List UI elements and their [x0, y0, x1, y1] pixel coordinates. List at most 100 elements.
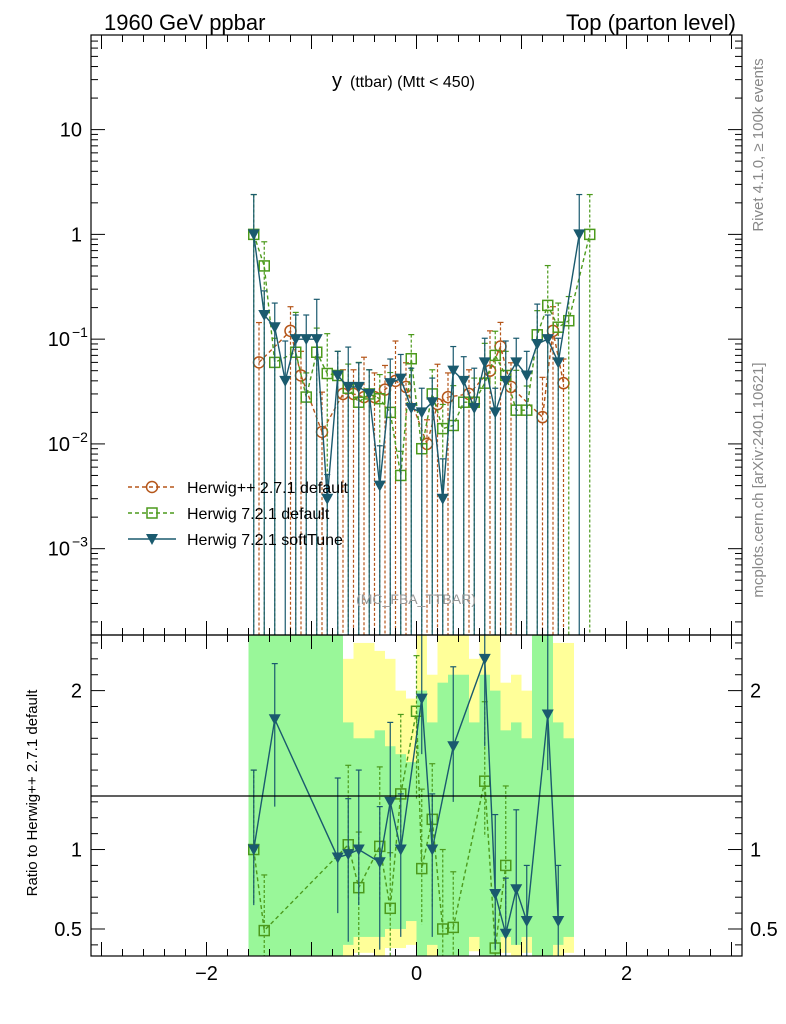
legend-label-herwig721: Herwig 7.2.1 default [187, 506, 330, 523]
data-point-triangle [258, 310, 271, 322]
data-point-triangle [268, 714, 281, 726]
data-point-triangle [552, 916, 565, 928]
data-point-triangle [394, 844, 407, 856]
data-point-square [500, 859, 512, 872]
data-point-square [447, 921, 459, 934]
plot-title-sub: (ttbar) (Mtt < 450) [350, 74, 475, 91]
legend-marker-triangle [146, 534, 158, 545]
data-point-triangle [457, 375, 470, 387]
band-inner-bin [448, 674, 459, 956]
ratio-plot-data [247, 635, 565, 956]
data-point-square [584, 228, 596, 241]
data-point-triangle [510, 357, 523, 369]
band-inner-bin [563, 738, 574, 937]
data-point-triangle [552, 357, 565, 369]
band-inner-bin [458, 674, 469, 956]
header-left: 1960 GeV ppbar [104, 10, 265, 35]
data-point-triangle [321, 493, 334, 505]
data-point-triangle [478, 357, 491, 369]
data-point-square [489, 349, 501, 362]
data-point-triangle [342, 381, 355, 393]
data-point-triangle [415, 407, 428, 419]
data-point-triangle [279, 375, 292, 387]
legend-label-softtune: Herwig 7.2.1 softTune [187, 532, 343, 549]
legend: Herwig++ 2.7.1 default Herwig 7.2.1 defa… [128, 480, 349, 549]
data-point-square [552, 321, 564, 333]
data-point-square [258, 260, 270, 272]
data-point-triangle [520, 916, 533, 928]
data-point-triangle [489, 407, 502, 419]
y-tick-label: 10 [60, 120, 82, 142]
rivet-version-label: Rivet 4.1.0, ≥ 100k events [750, 58, 767, 231]
data-point-triangle [331, 370, 344, 382]
band-inner-bin [479, 674, 490, 956]
legend-label-herwigpp: Herwig++ 2.7.1 default [187, 480, 349, 497]
ratio-y-tick-label-right: 2 [750, 681, 761, 703]
legend-entry-herwig721: Herwig 7.2.1 default [128, 506, 330, 523]
data-point-triangle [384, 796, 397, 808]
header-right: Top (parton level) [566, 10, 736, 35]
data-point-triangle [541, 334, 554, 346]
y-tick-label: 1 [71, 224, 82, 246]
data-point-triangle [300, 334, 313, 346]
data-point-square [405, 352, 417, 365]
data-point-triangle [310, 334, 323, 346]
ratio-y-tick-label: 0.5 [54, 919, 82, 941]
x-tick-label: −2 [195, 963, 218, 985]
ratio-y-axis-label: Ratio to Herwig++ 2.7.1 default [24, 689, 41, 897]
data-point-triangle [405, 403, 418, 415]
data-point-triangle [247, 844, 260, 856]
band-inner-bin [521, 738, 532, 937]
series-line [258, 329, 565, 447]
band-inner-bin [553, 722, 564, 945]
data-point-triangle [331, 852, 344, 864]
plot-title-main: y [332, 70, 342, 92]
data-point-square [384, 902, 396, 915]
data-point-triangle [415, 693, 428, 705]
legend-marker-square [146, 507, 158, 519]
legend-entry-softtune: Herwig 7.2.1 softTune [128, 532, 343, 549]
band-inner-bin [364, 738, 375, 937]
band-inner-bin [437, 682, 448, 956]
data-point-triangle [289, 334, 302, 346]
data-point-triangle [394, 373, 407, 385]
data-point-triangle [436, 493, 449, 505]
data-point-triangle [499, 375, 512, 387]
legend-entry-herwigpp: Herwig++ 2.7.1 default [128, 480, 349, 497]
ratio-y-tick-label-right: 1 [750, 840, 761, 862]
main-plot-data [247, 193, 596, 635]
data-point-triangle [384, 378, 397, 390]
data-point-triangle [510, 884, 523, 896]
data-point-triangle [342, 849, 355, 861]
data-point-triangle [520, 370, 533, 382]
data-point-triangle [478, 653, 491, 665]
data-point-square [374, 392, 386, 405]
analysis-watermark: (MC_FBA_TTBAR) [356, 591, 476, 607]
y-tick-exponent: −2 [72, 429, 88, 445]
data-point-square [542, 299, 554, 312]
y-tick-exponent: −3 [72, 534, 88, 550]
data-point-triangle [447, 365, 460, 377]
data-point-triangle [352, 381, 365, 393]
x-tick-label: 0 [411, 963, 422, 985]
legend-marker-circle [145, 480, 159, 494]
data-point-triangle [268, 322, 281, 334]
data-point-triangle [489, 889, 502, 901]
y-tick-exponent: −1 [72, 324, 88, 340]
y-tick-label: 10 [48, 329, 70, 351]
data-point-square [258, 924, 270, 937]
data-point-triangle [573, 229, 586, 241]
y-tick-label: 10 [48, 539, 70, 561]
data-point-triangle [363, 388, 376, 400]
data-point-triangle [499, 928, 512, 940]
data-point-triangle [373, 857, 386, 869]
data-point-triangle [426, 844, 439, 856]
data-point-triangle [352, 844, 365, 856]
data-point-triangle [541, 709, 554, 721]
data-point-triangle [247, 229, 260, 241]
series-line [253, 234, 580, 499]
band-inner-bin [416, 690, 427, 956]
mcplots-label: mcplots.cern.ch [arXiv:2401.10621] [750, 362, 767, 597]
x-tick-label: 2 [621, 963, 632, 985]
